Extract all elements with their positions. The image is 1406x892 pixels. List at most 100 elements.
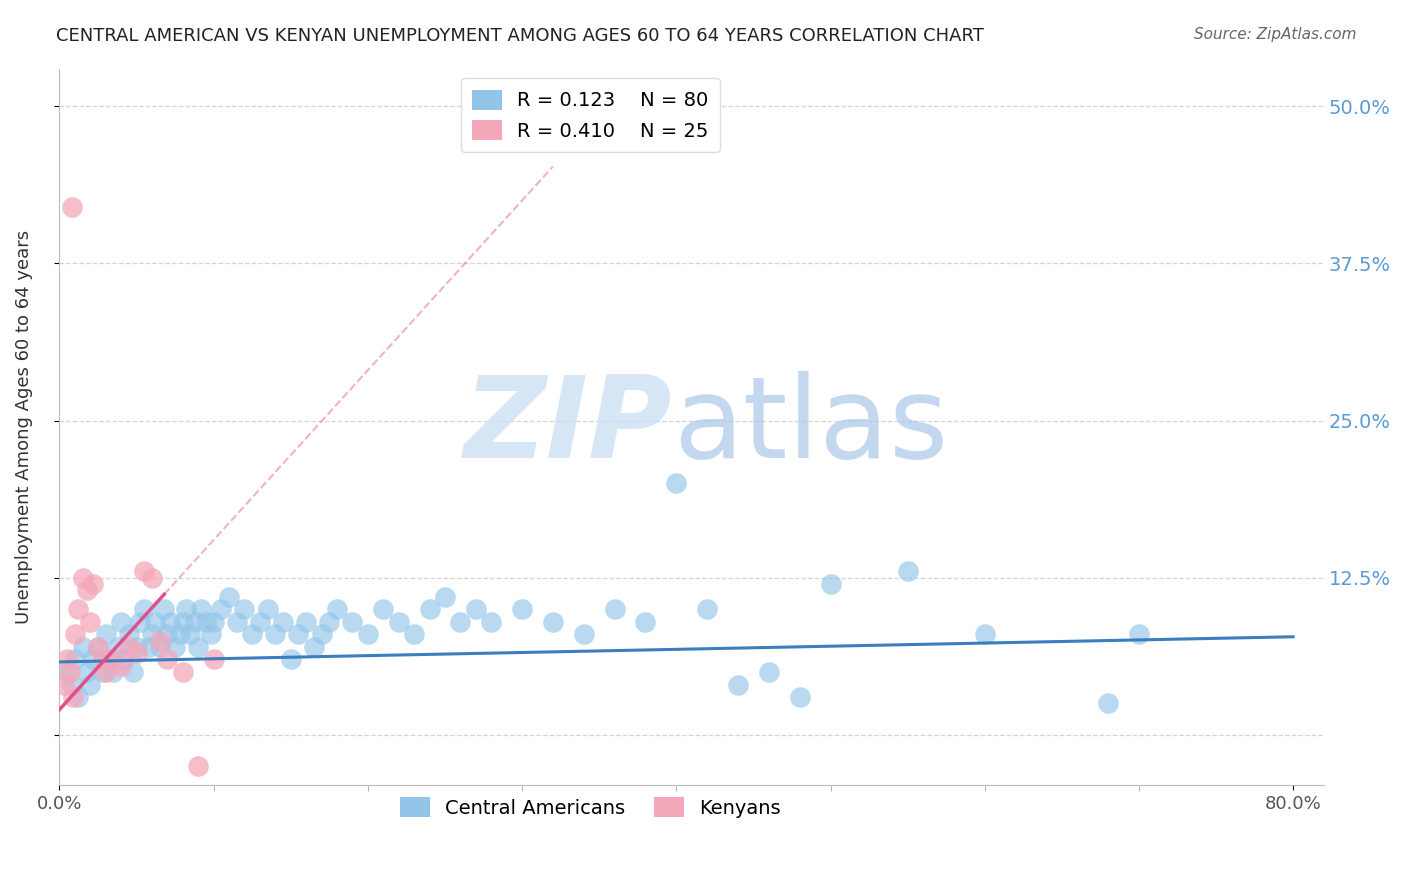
Point	[897, 565, 920, 579]
Point	[256, 602, 278, 616]
Point	[190, 602, 212, 616]
Point	[665, 476, 688, 491]
Point	[79, 677, 101, 691]
Point	[97, 652, 120, 666]
Point	[76, 665, 98, 679]
Point	[388, 615, 411, 629]
Point	[194, 615, 217, 629]
Legend: Central Americans, Kenyans: Central Americans, Kenyans	[392, 789, 789, 826]
Point	[271, 615, 294, 629]
Point	[634, 615, 657, 629]
Point	[169, 627, 191, 641]
Point	[156, 652, 179, 666]
Point	[156, 627, 179, 641]
Point	[118, 627, 141, 641]
Point	[141, 571, 163, 585]
Point	[342, 615, 364, 629]
Point	[789, 690, 811, 705]
Point	[541, 615, 564, 629]
Text: Source: ZipAtlas.com: Source: ZipAtlas.com	[1194, 27, 1357, 42]
Point	[103, 652, 125, 666]
Point	[209, 602, 232, 616]
Text: CENTRAL AMERICAN VS KENYAN UNEMPLOYMENT AMONG AGES 60 TO 64 YEARS CORRELATION CH: CENTRAL AMERICAN VS KENYAN UNEMPLOYMENT …	[56, 27, 984, 45]
Point	[280, 652, 302, 666]
Point	[696, 602, 718, 616]
Point	[110, 658, 132, 673]
Point	[94, 627, 117, 641]
Point	[82, 652, 104, 666]
Point	[134, 565, 156, 579]
Point	[820, 577, 842, 591]
Point	[143, 615, 166, 629]
Point	[87, 640, 110, 654]
Text: ZIP: ZIP	[464, 371, 672, 483]
Point	[973, 627, 995, 641]
Point	[138, 640, 160, 654]
Point	[76, 583, 98, 598]
Point	[200, 627, 222, 641]
Point	[433, 590, 456, 604]
Point	[60, 200, 83, 214]
Point	[63, 652, 86, 666]
Point	[572, 627, 595, 641]
Point	[79, 615, 101, 629]
Point	[187, 640, 209, 654]
Point	[174, 602, 197, 616]
Point	[449, 615, 471, 629]
Point	[63, 627, 86, 641]
Point	[159, 615, 181, 629]
Point	[418, 602, 440, 616]
Point	[112, 652, 135, 666]
Point	[62, 690, 84, 705]
Point	[91, 652, 114, 666]
Point	[302, 640, 325, 654]
Point	[202, 652, 225, 666]
Point	[184, 615, 207, 629]
Point	[727, 677, 749, 691]
Point	[153, 602, 176, 616]
Text: atlas: atlas	[672, 371, 948, 483]
Point	[118, 640, 141, 654]
Point	[603, 602, 626, 616]
Point	[128, 615, 150, 629]
Point	[134, 602, 156, 616]
Point	[110, 615, 132, 629]
Point	[141, 627, 163, 641]
Y-axis label: Unemployment Among Ages 60 to 64 years: Unemployment Among Ages 60 to 64 years	[15, 230, 32, 624]
Point	[107, 640, 129, 654]
Point	[1128, 627, 1150, 641]
Point	[357, 627, 380, 641]
Point	[72, 571, 94, 585]
Point	[122, 665, 145, 679]
Point	[233, 602, 256, 616]
Point	[56, 665, 79, 679]
Point	[249, 615, 271, 629]
Point	[218, 590, 240, 604]
Point	[87, 640, 110, 654]
Point	[202, 615, 225, 629]
Point	[404, 627, 426, 641]
Point	[165, 640, 187, 654]
Point	[172, 615, 194, 629]
Point	[373, 602, 395, 616]
Point	[60, 677, 83, 691]
Point	[464, 602, 486, 616]
Point	[66, 690, 89, 705]
Point	[187, 759, 209, 773]
Point	[53, 677, 76, 691]
Point	[225, 615, 247, 629]
Point	[179, 627, 201, 641]
Point	[94, 665, 117, 679]
Point	[318, 615, 340, 629]
Point	[510, 602, 533, 616]
Point	[56, 652, 79, 666]
Point	[149, 633, 172, 648]
Point	[326, 602, 349, 616]
Point	[125, 640, 148, 654]
Point	[264, 627, 287, 641]
Point	[66, 602, 89, 616]
Point	[758, 665, 780, 679]
Point	[72, 640, 94, 654]
Point	[479, 615, 502, 629]
Point	[1097, 697, 1119, 711]
